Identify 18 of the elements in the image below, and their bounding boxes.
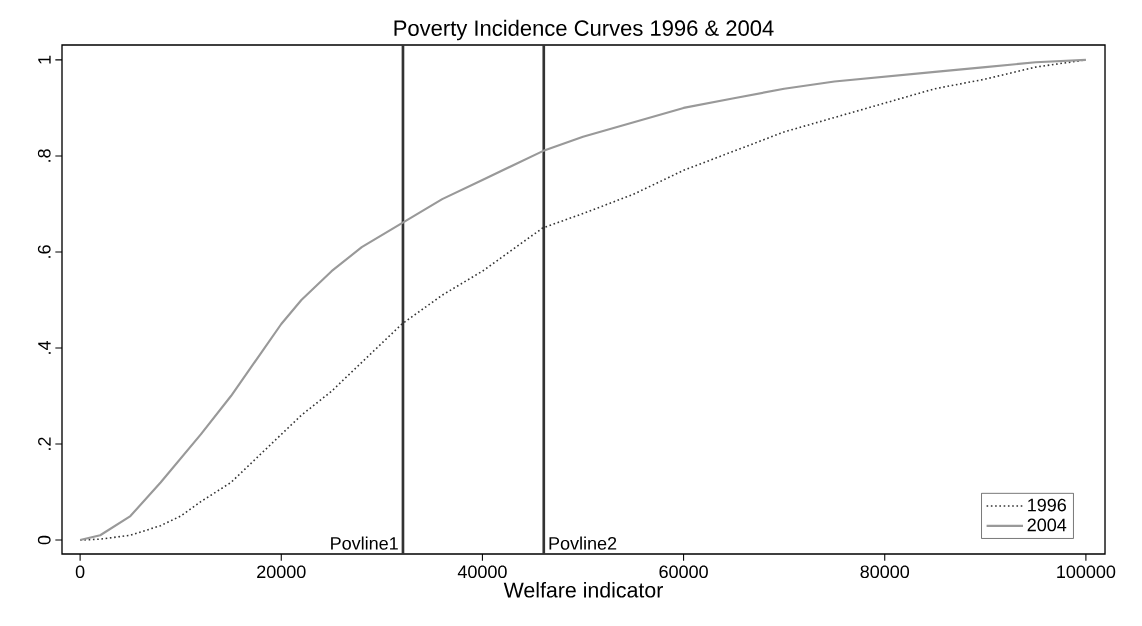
x-tick-label: 60000 [659,565,708,579]
y-tick-label: 0 [37,535,51,545]
x-tick-label: 40000 [457,565,507,579]
y-tick-label: .8 [37,149,51,162]
legend-label: 2004 [1027,518,1067,532]
x-tick-label: 80000 [860,565,910,579]
ref-line-label: Povline2 [549,536,617,550]
chart-title: Poverty Incidence Curves 1996 & 2004 [394,19,774,41]
y-tick-label: .2 [38,437,51,450]
x-axis-title: Welfare indicator [503,581,663,598]
x-tick-label: 100000 [1057,565,1116,579]
y-tick-label: .4 [38,341,51,354]
y-tick-label: .6 [37,245,51,258]
x-tick-label: 0 [75,565,85,579]
y-tick-label: 1 [38,55,51,64]
ref-line-label: Povline1 [331,536,398,550]
x-tick-label: 20000 [257,565,306,579]
legend-label: 1996 [1028,498,1066,512]
